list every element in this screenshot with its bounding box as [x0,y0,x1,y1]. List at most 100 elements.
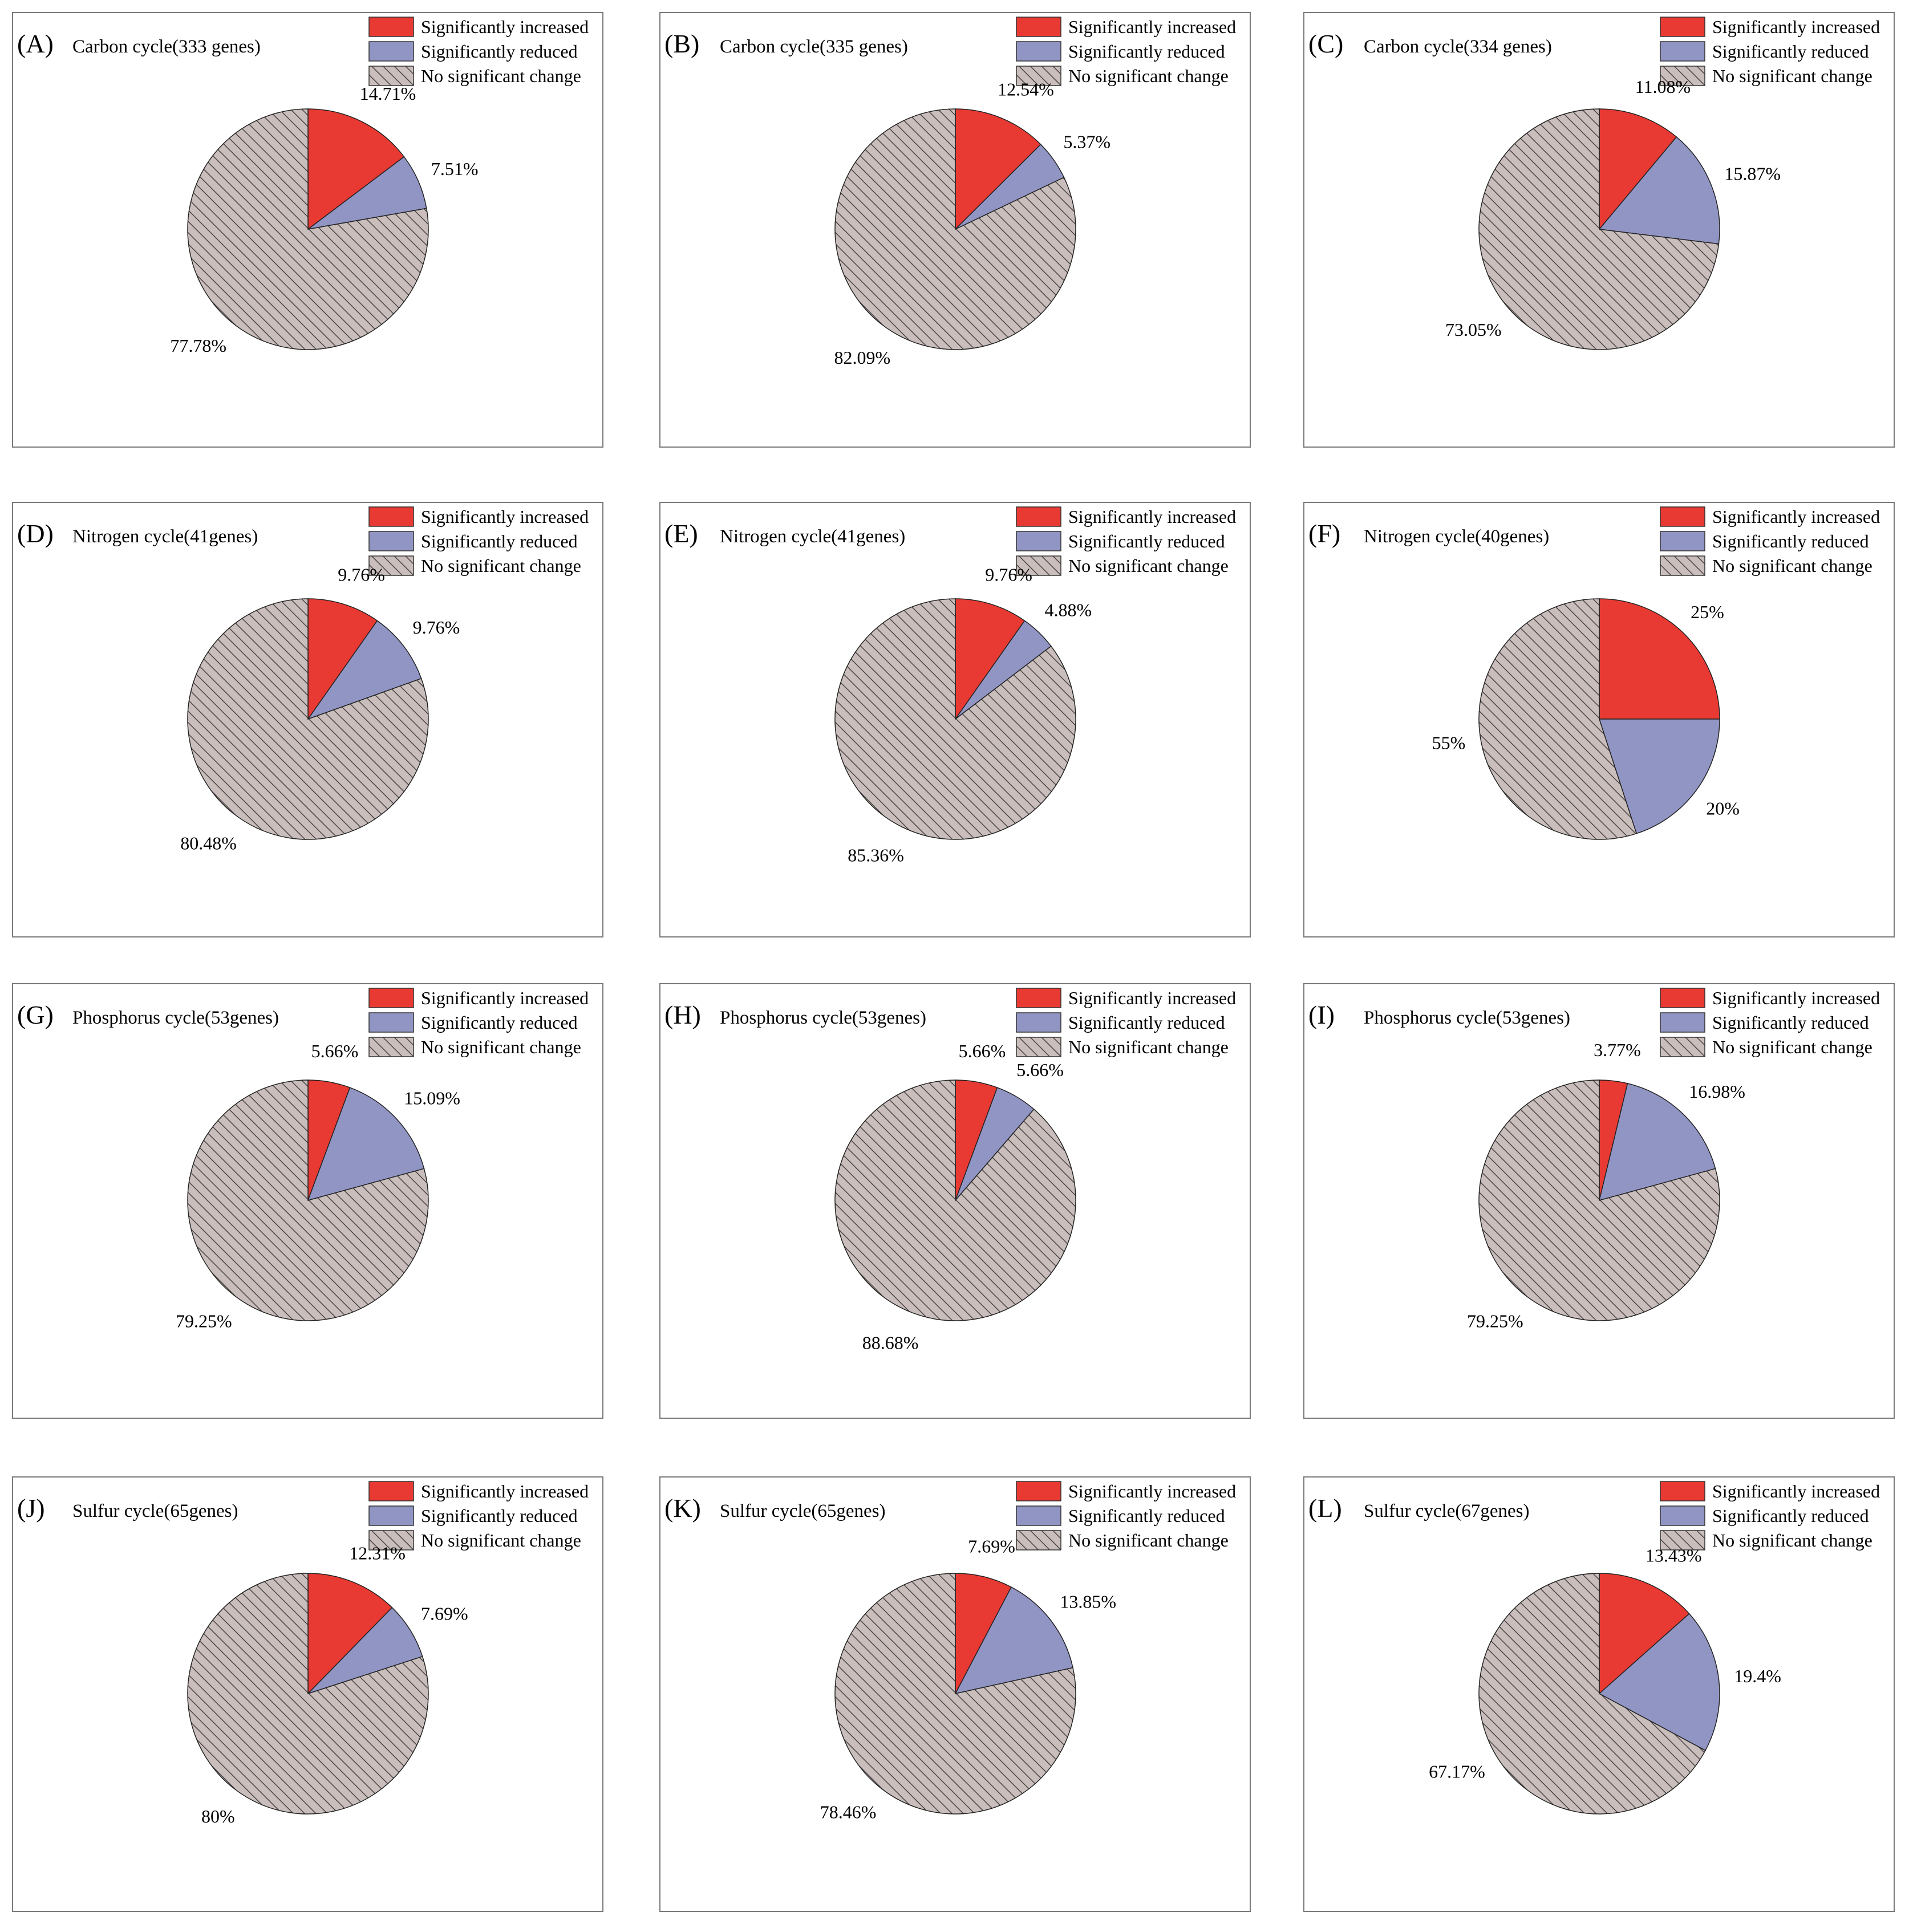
legend-swatch [1016,66,1061,86]
legend-label: Significantly increased [1068,506,1236,527]
legend-label: No significant change [1712,555,1872,576]
pie-slice-no-change [187,108,429,350]
panel-title: Carbon cycle(335 genes) [720,36,908,57]
pie-slice-reduced [307,1606,423,1694]
slice-percent-label: 85.36% [848,845,904,865]
legend-swatch [1660,506,1705,527]
pie-panel-e: (E) Nitrogen cycle(41genes) Significantly … [659,502,1251,937]
slice-percent-label: 15.09% [404,1087,460,1108]
panel-title: Phosphorus cycle(53genes) [72,1008,279,1028]
legend-swatch [1660,531,1705,551]
panel-title: Sulfur cycle(67genes) [1364,1501,1529,1521]
legend-label: Significantly increased [1712,988,1880,1008]
slice-percent-label: 80.48% [180,833,237,854]
legend-swatch [368,66,414,86]
legend-swatch [368,1530,414,1551]
legend-swatch [1016,555,1061,576]
legend-label: Significantly reduced [1068,41,1225,62]
panel-letter: (K) [664,1493,701,1523]
pie-slice-no-change [834,1079,1076,1321]
legend-swatch [1660,1037,1705,1057]
legend-swatch [1016,1037,1061,1057]
pie-slice-no-change [1478,1079,1720,1321]
legend-swatch [368,506,414,527]
slice-percent-label: 13.85% [1060,1592,1116,1612]
legend-swatch [1016,988,1061,1008]
legend-label: No significant change [1068,555,1229,576]
pie-panel-j: (J) Sulfur cycle(65genes) Significantly in… [12,1476,603,1912]
pie-slice-increased [307,108,405,230]
panel-title: Carbon cycle(334 genes) [1364,36,1552,57]
legend-label: Significantly reduced [1712,41,1869,62]
legend-swatch [1660,555,1705,576]
slice-percent-label: 73.05% [1445,319,1502,340]
pie-panel-f: (F) Nitrogen cycle(40genes) Significantly … [1303,502,1895,937]
pie-slice-reduced [954,1586,1073,1695]
legend-swatch [368,17,414,37]
slice-percent-label: 5.66% [959,1041,1006,1061]
slice-percent-label: 13.43% [1645,1545,1702,1565]
panel-letter: (D) [17,519,54,548]
pie-slice-increased [1599,598,1720,720]
pie-slice-reduced [307,1087,425,1202]
pie-panel-d: (D) Nitrogen cycle(41genes) Significantly … [12,502,603,937]
panel-title: Carbon cycle(333 genes) [72,36,261,57]
slice-percent-label: 12.31% [349,1543,406,1564]
legend-label: Significantly increased [1712,17,1880,37]
legend-swatch [1660,41,1705,62]
pie-slice-increased [307,598,378,721]
slice-percent-label: 11.08% [1635,76,1691,97]
pie-slice-no-change [1478,1573,1706,1815]
slice-percent-label: 5.66% [311,1041,359,1061]
slice-percent-label: 5.66% [1016,1060,1064,1080]
legend-label: Significantly increased [1068,988,1236,1008]
legend-swatch [1016,1012,1061,1033]
legend-label: Significantly reduced [1068,531,1225,551]
pie-slice-reduced [307,620,422,720]
pie-slice-no-change [1478,108,1720,350]
legend-swatch [1016,531,1061,551]
panel-title: Phosphorus cycle(53genes) [720,1008,926,1028]
pie-slice-reduced [1598,719,1720,834]
legend-label: No significant change [1712,1037,1872,1057]
legend-label: No significant change [1068,1037,1229,1057]
pie-slice-increased [955,108,1041,230]
legend-swatch [1660,988,1705,1008]
slice-percent-label: 16.98% [1689,1081,1745,1102]
legend-swatch [368,1037,414,1057]
pie-slice-reduced [1598,136,1720,245]
slice-percent-label: 12.54% [998,79,1054,99]
legend-swatch [1660,1481,1705,1501]
slice-percent-label: 15.87% [1724,163,1781,184]
slice-percent-label: 82.09% [834,347,890,368]
slice-percent-label: 9.76% [338,564,385,585]
slice-percent-label: 5.37% [1063,132,1110,152]
legend-label: Significantly reduced [1712,1505,1869,1526]
slice-percent-label: 78.46% [820,1801,877,1822]
legend-swatch [1016,17,1061,37]
slice-percent-label: 88.68% [862,1332,919,1353]
pie-panel-c: (C) Carbon cycle(334 genes) Significantly … [1303,12,1895,448]
legend-label: Significantly increased [1712,506,1880,527]
legend-swatch [1016,1505,1061,1526]
legend-swatch [1660,1505,1705,1526]
pie-slice-reduced [1598,1613,1720,1751]
panel-letter: (J) [17,1493,45,1523]
panel-title: Nitrogen cycle(41genes) [72,526,258,547]
pie-slice-no-change [834,598,1076,840]
pie-panel-a: (A) Carbon cycle(333 genes) Significantly … [12,12,603,448]
slice-percent-label: 20% [1706,798,1740,818]
pie-panel-l: (L) Sulfur cycle(67genes) Significantly in… [1303,1476,1895,1912]
panel-title: Nitrogen cycle(41genes) [720,526,905,547]
pie-panel-b: (B) Carbon cycle(335 genes) Significantly … [659,12,1251,448]
panel-title: Nitrogen cycle(40genes) [1364,526,1549,547]
legend-swatch [368,531,414,551]
panel-title: Sulfur cycle(65genes) [72,1501,238,1521]
pie-slice-no-change [187,1573,429,1815]
panel-letter: (B) [664,29,699,58]
legend-label: Significantly increased [1068,17,1236,37]
legend-label: No significant change [1068,66,1229,86]
pie-slice-increased [955,598,1026,721]
legend-label: Significantly increased [421,506,589,527]
slice-percent-label: 79.25% [1467,1311,1523,1332]
